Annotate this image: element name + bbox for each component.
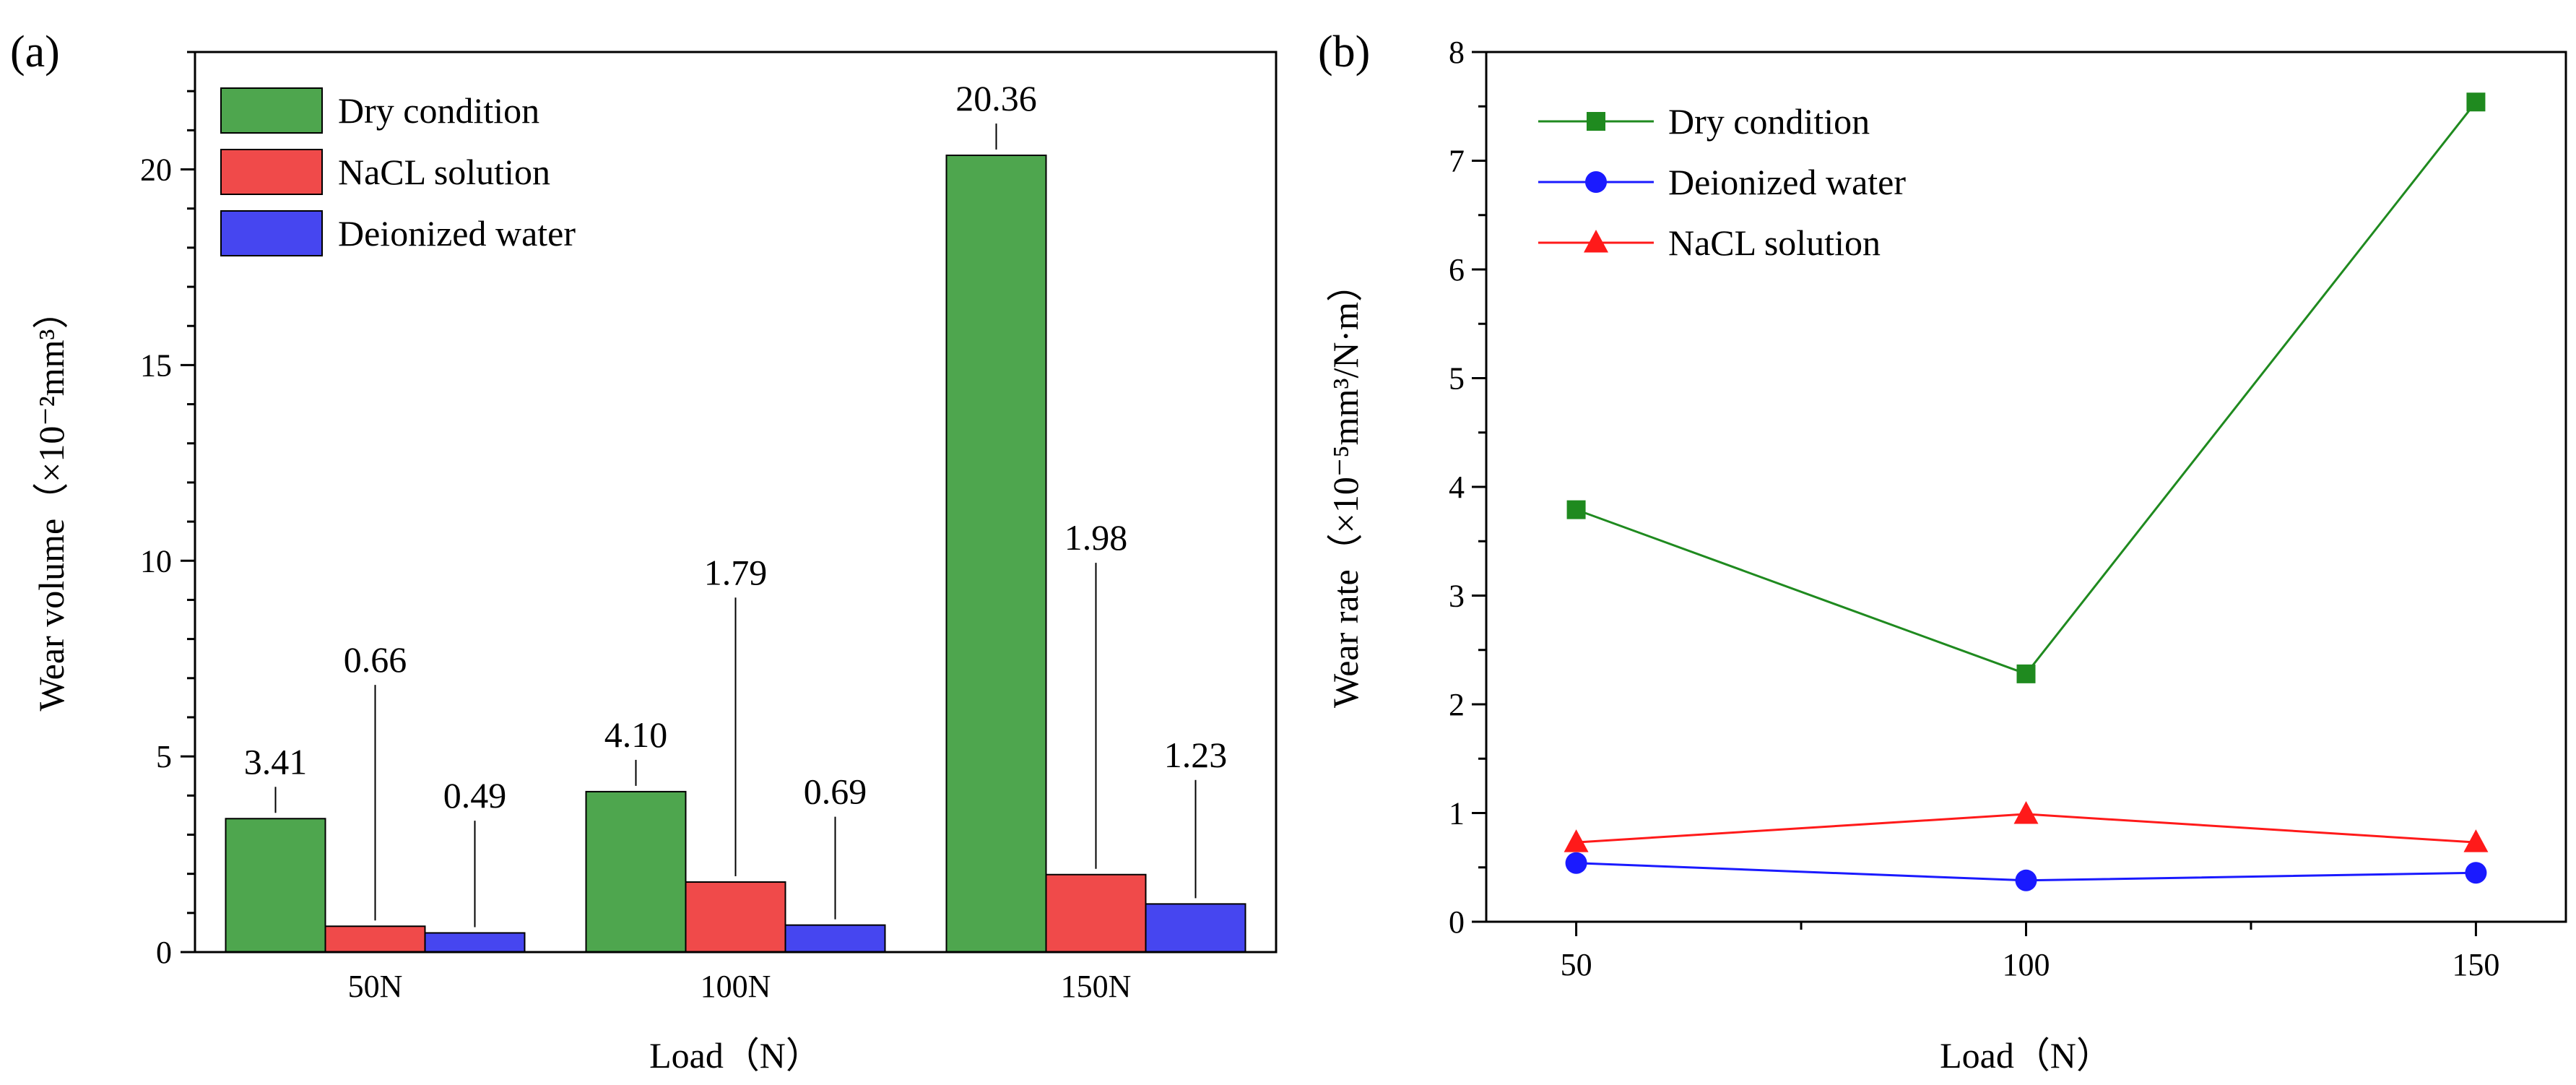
legend-label-nacl-solution: NaCL solution: [338, 152, 550, 192]
bar-dry-condition-100n: [585, 790, 687, 953]
y-tick-label-0: 0: [1449, 904, 1465, 940]
bar-nacl-solution-50n: [324, 925, 426, 954]
x-tick-label-150n: 150N: [1061, 969, 1132, 1004]
x-tick-label-100: 100: [2003, 947, 2050, 982]
bar-deionized-water-100n: [784, 924, 886, 953]
y-tick-label-2: 2: [1449, 687, 1465, 722]
legend-swatch-dry-condition: [220, 87, 323, 134]
point-dry-condition-100: [2016, 664, 2036, 683]
panel-a-frame: [194, 51, 1278, 954]
y-tick-label-3: 3: [1449, 579, 1465, 614]
y-axis-title-b: Wear rate（×10⁻⁵mm³/N·m）: [1325, 266, 1366, 708]
y-tick-label-6: 6: [1449, 252, 1465, 288]
panel-b: (b) 0 1 2 3 4 5 6 7 8 50 100 150 Dry condition Deio…: [1318, 27, 2567, 1076]
y-tick-label-0: 0: [156, 935, 172, 970]
line-markers: [1564, 92, 2489, 891]
bar-deionized-water-150n: [1145, 903, 1246, 953]
point-deionized-water-50: [1565, 852, 1587, 874]
y-tick-label-8: 8: [1449, 35, 1465, 70]
x-axis-title-a: Load（N）: [649, 1035, 822, 1076]
y-axis-title-a: Wear volume（×10⁻²mm³）: [31, 293, 71, 711]
data-labels: 3.41 0.66 0.49 4.10 1.79 0.69 20.36 1.98 1.23: [244, 78, 1228, 816]
legend-swatch-deionized-water: [220, 210, 323, 256]
data-label-dry-condition-150n: 20.36: [955, 78, 1037, 118]
data-label-deionized-water-100n: 0.69: [804, 771, 867, 812]
legend-label-dry-condition: Dry condition: [1668, 101, 1870, 142]
x-tick-label-150: 150: [2452, 947, 2499, 982]
bar-chart-bars: [225, 155, 1246, 954]
data-label-nacl-solution-150n: 1.98: [1064, 517, 1128, 558]
x-tick-label-50n: 50N: [348, 969, 403, 1004]
legend-label-nacl-solution: NaCL solution: [1668, 222, 1881, 263]
bar-dry-condition-50n: [225, 818, 326, 954]
y-tick-label-4: 4: [1449, 470, 1465, 505]
bar-nacl-solution-150n: [1045, 873, 1147, 953]
legend-a: Dry condition NaCL solution Deionized wate…: [220, 87, 576, 256]
point-deionized-water-100: [2015, 869, 2037, 891]
x-tick-label-50: 50: [1561, 947, 1592, 982]
data-label-nacl-solution-100n: 1.79: [704, 552, 768, 592]
line-series: [1576, 101, 2477, 882]
panel-b-label: (b): [1318, 27, 1370, 77]
data-label-deionized-water-50n: 0.49: [443, 775, 507, 816]
point-nacl-solution-50: [1564, 829, 1589, 852]
y-tick-label-1: 1: [1449, 796, 1465, 831]
data-label-dry-condition-50n: 3.41: [244, 741, 308, 782]
legend-marker-deionized-water: [1585, 171, 1607, 193]
x-axis-ticks: 50N 100N 150N: [348, 969, 1132, 1004]
legend-label-dry-condition: Dry condition: [338, 90, 539, 131]
data-label-leaders: [274, 124, 1197, 928]
point-dry-condition-150: [2466, 92, 2486, 112]
point-deionized-water-150: [2465, 862, 2487, 884]
data-label-deionized-water-150n: 1.23: [1164, 735, 1228, 775]
data-label-nacl-solution-50n: 0.66: [344, 639, 407, 680]
legend-marker-dry-condition: [1587, 112, 1605, 131]
y-tick-label-20: 20: [140, 152, 172, 188]
y-tick-label-7: 7: [1449, 144, 1465, 179]
x-axis-title-b: Load（N）: [1940, 1035, 2112, 1076]
panel-a: (a) 3.41 0.66 0.49 4.10 1.79 0.69 20.36 1.98 1.2…: [10, 27, 1278, 1076]
y-tick-label-5: 5: [1449, 361, 1465, 397]
legend-label-deionized-water: Deionized water: [338, 213, 576, 254]
y-tick-label-15: 15: [140, 347, 172, 383]
panel-a-label: (a): [10, 27, 60, 77]
point-nacl-solution-100: [2013, 801, 2039, 824]
point-dry-condition-50: [1566, 500, 1586, 519]
legend-b: Dry condition Deionized water NaCL solutio…: [1538, 101, 1906, 263]
x-axis-ticks: 50 100 150: [1561, 922, 2499, 982]
legend-label-deionized-water: Deionized water: [1668, 162, 1906, 202]
y-tick-label-5: 5: [156, 739, 172, 774]
bar-deionized-water-50n: [424, 932, 526, 954]
bar-nacl-solution-100n: [685, 881, 786, 953]
legend-marker-nacl-solution: [1584, 230, 1608, 253]
legend-swatch-nacl-solution: [220, 149, 323, 195]
x-tick-label-100n: 100N: [701, 969, 771, 1004]
data-label-dry-condition-100n: 4.10: [604, 714, 668, 755]
y-axis-ticks: 0 1 2 3 4 5 6 7 8: [1449, 35, 1486, 940]
bar-dry-condition-150n: [945, 155, 1047, 953]
y-axis-ticks: 0 5 10 15 20: [140, 51, 195, 970]
y-tick-label-10: 10: [140, 543, 172, 579]
point-nacl-solution-150: [2463, 829, 2489, 852]
